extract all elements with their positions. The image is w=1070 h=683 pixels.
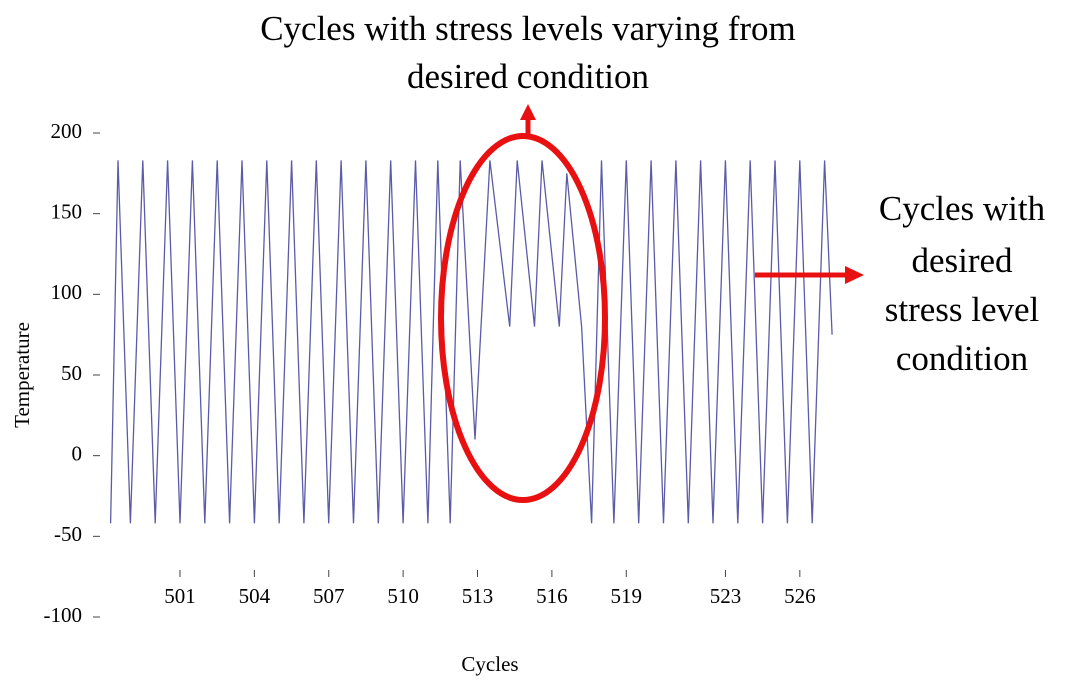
- y-tick-label: -100: [44, 603, 83, 627]
- y-tick-label: 50: [61, 361, 82, 385]
- annotation-line: desired: [911, 241, 1013, 280]
- temperature-line: [109, 160, 833, 524]
- x-tick-label: 510: [387, 584, 419, 608]
- y-tick-label: 200: [51, 119, 83, 143]
- x-tick-label: 513: [462, 584, 494, 608]
- x-tick-label: 523: [710, 584, 742, 608]
- x-tick-label: 501: [164, 584, 196, 608]
- x-tick-label: 516: [536, 584, 568, 608]
- title-line: desired condition: [407, 57, 649, 96]
- arrow-right: [755, 266, 864, 284]
- annotation-line: Cycles with: [879, 189, 1046, 228]
- y-tick-label: 150: [51, 199, 83, 223]
- y-tick-label: 100: [51, 280, 83, 304]
- y-axis-label: Temperature: [10, 322, 34, 428]
- x-tick-label: 519: [611, 584, 643, 608]
- y-tick-label: 0: [72, 441, 83, 465]
- x-tick-label: 504: [239, 584, 271, 608]
- arrow-up: [520, 104, 536, 138]
- annotation-line: stress level: [885, 290, 1040, 329]
- annotation-line: condition: [896, 339, 1028, 378]
- title-line: Cycles with stress levels varying from: [260, 9, 796, 48]
- x-tick-label: 526: [784, 584, 816, 608]
- x-tick-label: 507: [313, 584, 345, 608]
- highlight-ellipse: [438, 133, 608, 503]
- x-axis-label: Cycles: [461, 652, 518, 676]
- y-tick-label: -50: [54, 522, 82, 546]
